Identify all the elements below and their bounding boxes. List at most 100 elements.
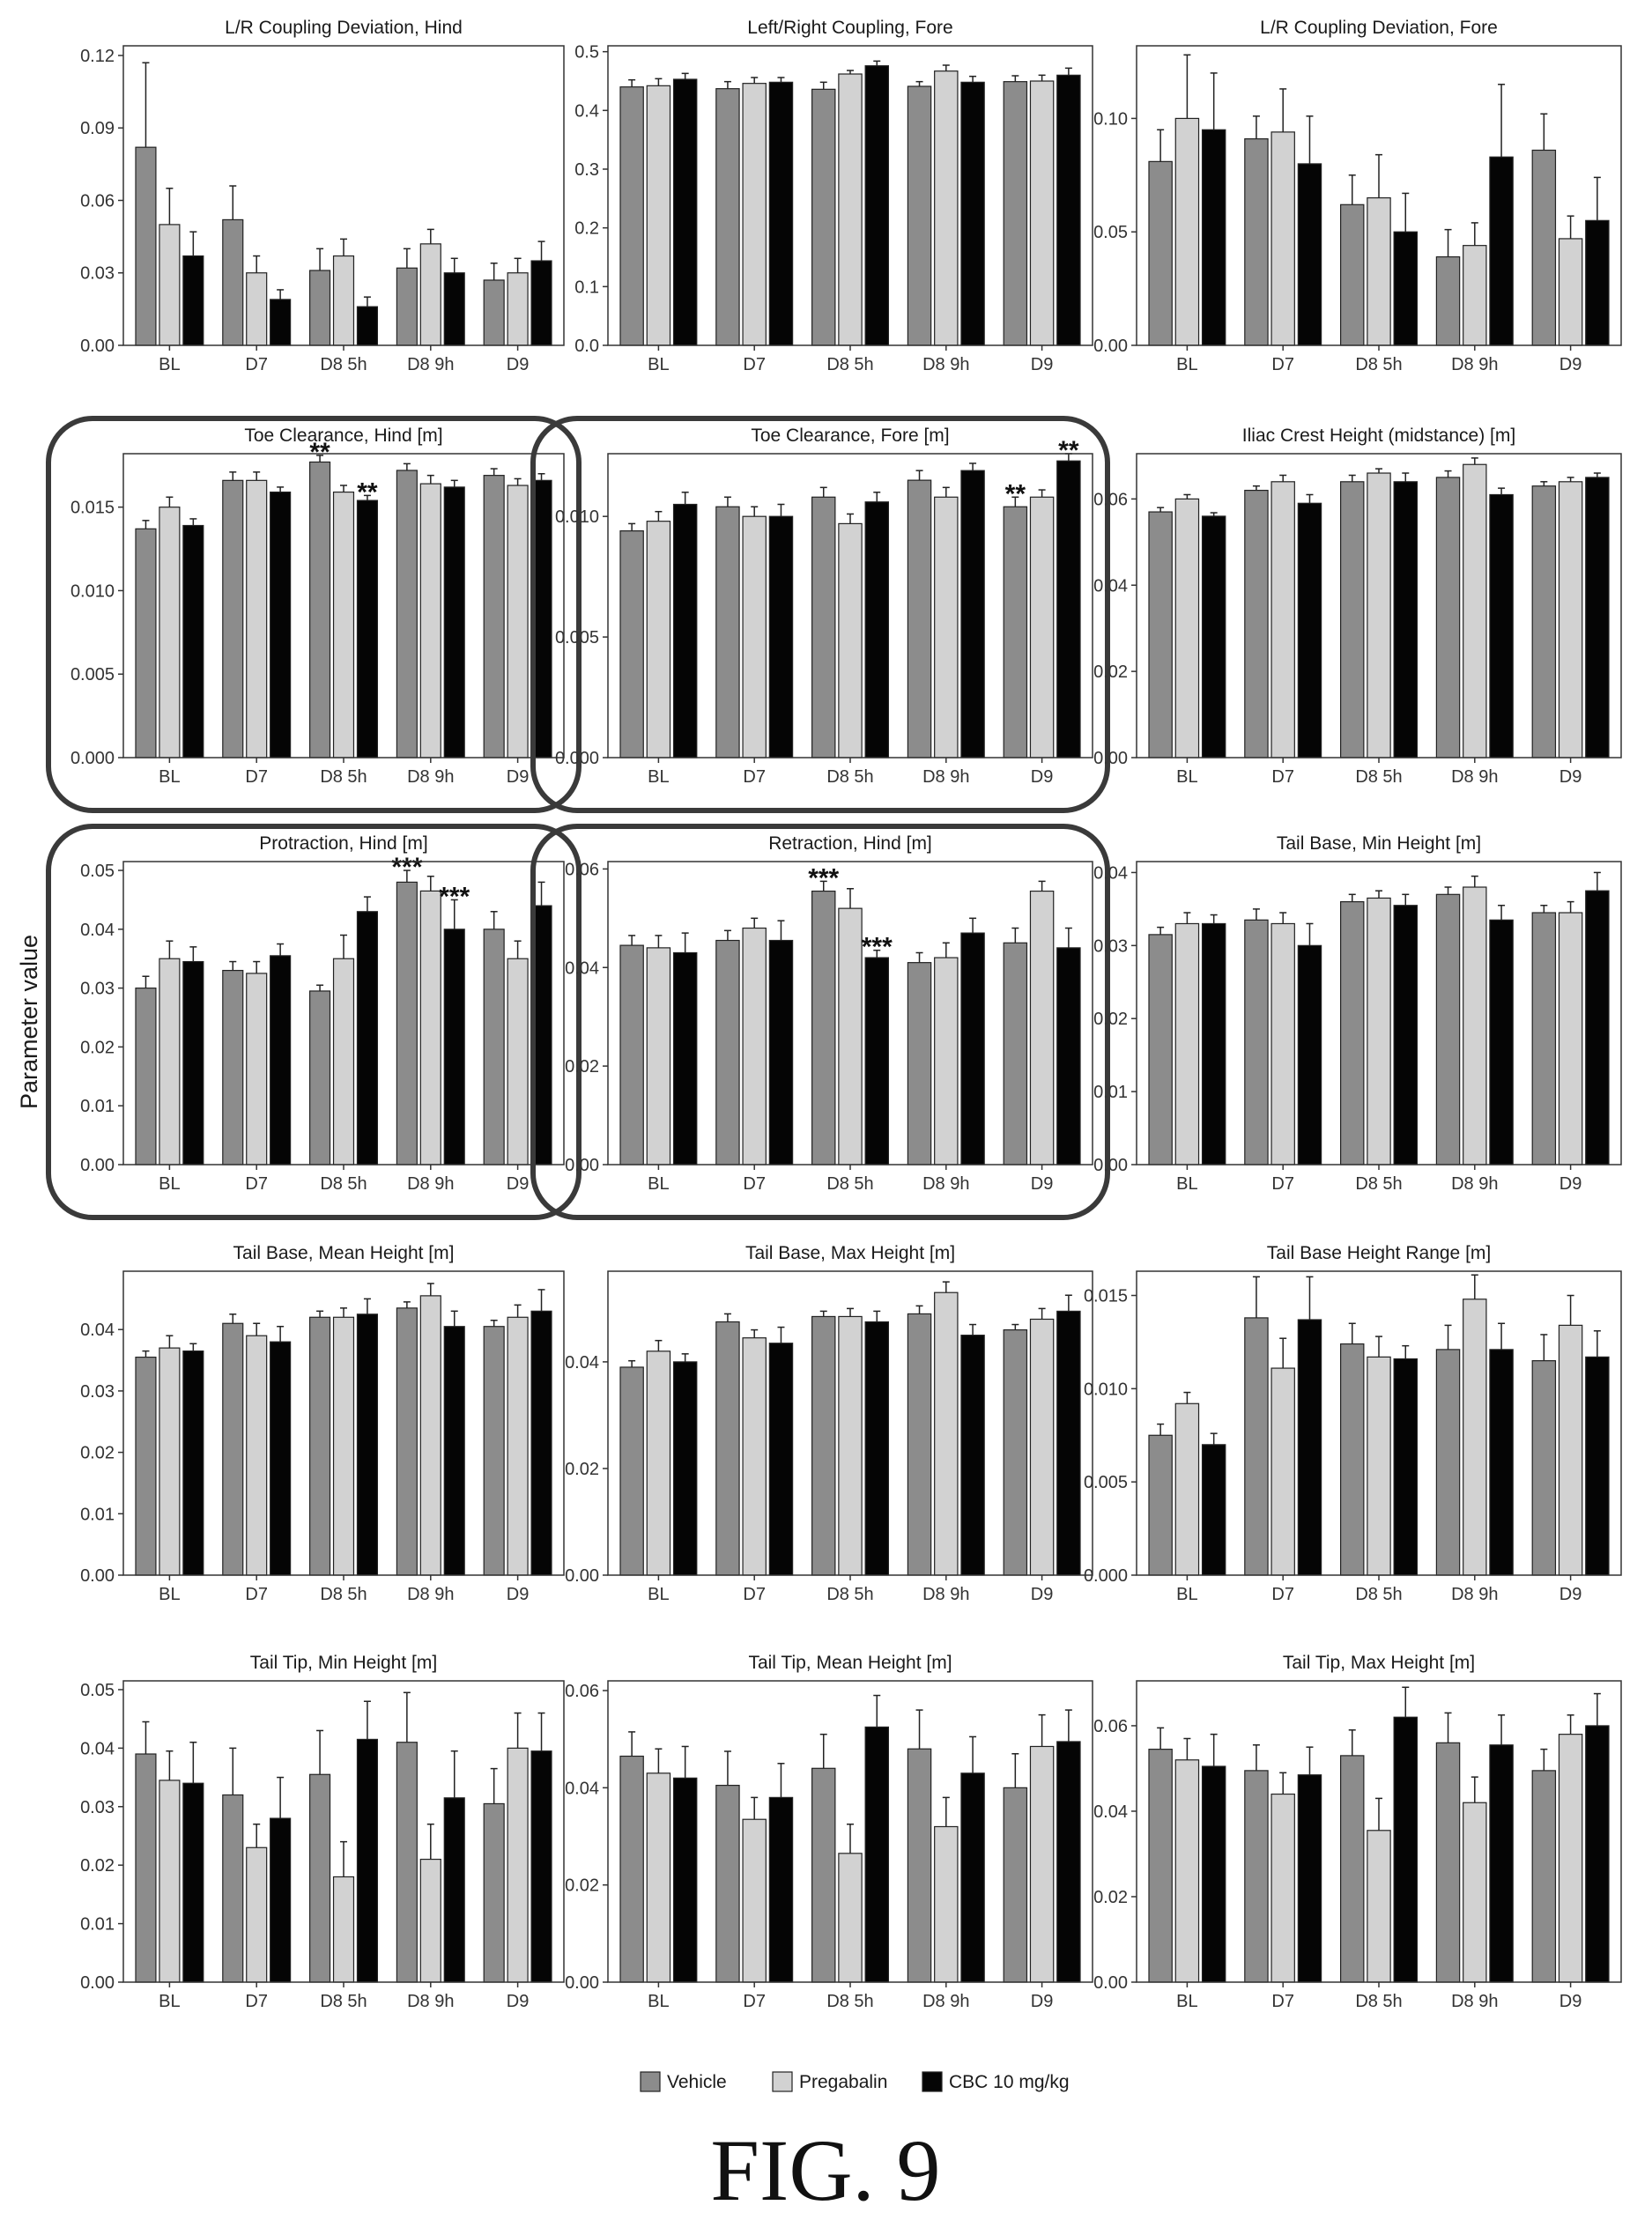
bar [507, 485, 529, 758]
bar [483, 279, 505, 346]
bar [838, 73, 863, 346]
bar [483, 1326, 505, 1576]
bar [1056, 460, 1081, 758]
chart-panel: L/R Coupling Deviation, Fore 0.00 0.05 0.10… [1093, 18, 1622, 374]
plot-frame [607, 453, 1093, 758]
y-tick-label: 0.1 [574, 278, 599, 297]
bar [309, 270, 331, 346]
bar [1003, 506, 1028, 758]
plot-frame [122, 1680, 565, 1983]
y-tick-label: 0.12 [80, 47, 115, 66]
y-tick-label: 0.010 [70, 581, 115, 601]
bar [1531, 912, 1557, 1166]
highlight-frame [46, 416, 582, 813]
bar [309, 461, 331, 758]
y-tick-label: 0.3 [574, 160, 599, 180]
bar [907, 479, 932, 758]
bar [396, 267, 418, 346]
x-tick-label: D8 5h [826, 1992, 873, 2011]
bar [715, 506, 740, 758]
legend-label: CBC 10 mg/kg [949, 2072, 1070, 2092]
bar [1393, 481, 1418, 758]
bar [309, 1316, 331, 1576]
bar [1463, 886, 1487, 1166]
y-tick-label: 0.03 [80, 1798, 115, 1817]
y-tick-label: 0.00 [80, 1156, 115, 1175]
y-tick-label: 0.5 [574, 43, 599, 63]
bar [672, 503, 698, 758]
y-tick-label: 0.02 [565, 1876, 599, 1896]
bar [646, 85, 671, 346]
highlight-frame [530, 824, 1110, 1220]
bar [530, 1310, 552, 1576]
panel-title: Toe Clearance, Fore [m] [751, 426, 949, 446]
y-tick-label: 0.00 [1093, 337, 1128, 356]
y-tick-label: 0.04 [565, 1353, 599, 1373]
bar [838, 522, 863, 758]
x-tick-label: D9 [1031, 355, 1054, 374]
bar [1558, 238, 1583, 346]
x-tick-label: BL [648, 767, 669, 787]
y-tick-label: 0.01 [80, 1505, 115, 1524]
bar [864, 65, 890, 346]
bar [356, 306, 379, 346]
bar [646, 521, 671, 758]
bar [1244, 489, 1269, 758]
bar [672, 1777, 698, 1983]
bar [1148, 511, 1173, 758]
bar [332, 491, 355, 758]
significance-marker: ** [1058, 436, 1079, 465]
bar [507, 958, 529, 1166]
x-tick-label: D7 [743, 767, 766, 787]
x-tick-label: BL [1176, 767, 1197, 787]
bar [246, 479, 268, 758]
y-tick-label: 0.000 [555, 749, 599, 768]
panel-title: Left/Right Coupling, Fore [747, 18, 952, 38]
bar [1367, 1830, 1391, 1983]
bar [1148, 1749, 1173, 1983]
bar [934, 70, 959, 346]
y-tick-label: 0.04 [565, 958, 599, 978]
x-tick-label: BL [159, 767, 180, 787]
y-tick-label: 0.04 [80, 1321, 115, 1340]
panel-title: Tail Tip, Min Height [m] [250, 1653, 437, 1673]
bar [907, 1748, 932, 1983]
bar [1056, 1741, 1081, 1983]
y-tick-label: 0.06 [565, 1682, 599, 1701]
bar [1201, 1765, 1226, 1983]
bar [182, 960, 204, 1166]
y-tick-label: 0.03 [1093, 936, 1128, 956]
x-tick-label: D8 5h [826, 355, 873, 374]
bar [443, 1326, 465, 1576]
highlight-frame [46, 824, 582, 1220]
x-tick-label: D8 5h [320, 1585, 367, 1604]
significance-marker: *** [808, 863, 839, 892]
x-tick-label: BL [648, 355, 669, 374]
bar [1003, 1787, 1028, 1983]
bar [768, 81, 794, 346]
bar [1339, 900, 1365, 1166]
bar [483, 929, 505, 1166]
bar [960, 81, 985, 346]
x-tick-label: D7 [1271, 767, 1294, 787]
bar [1339, 1755, 1365, 1983]
plot-frame [122, 1270, 565, 1576]
bar [1056, 947, 1081, 1166]
chart-panel: Tail Tip, Max Height [m] 0.00 0.02 0.04 0.06… [1093, 1653, 1622, 2011]
chart-panel: Tail Base Height Range [m] 0.000 0.005 0.01… [1084, 1243, 1622, 1604]
bar [1270, 1793, 1295, 1983]
bar [672, 951, 698, 1166]
x-tick-label: D8 9h [1451, 1174, 1498, 1194]
panel-title: L/R Coupling Deviation, Hind [225, 18, 463, 38]
y-tick-label: 0.010 [1084, 1380, 1128, 1399]
y-tick-label: 0.000 [70, 749, 115, 768]
bar [1029, 1745, 1055, 1983]
bar [356, 1314, 379, 1576]
y-tick-label: 0.005 [70, 665, 115, 684]
bar [768, 1343, 794, 1576]
x-tick-label: BL [648, 1585, 669, 1604]
bar [1003, 942, 1028, 1166]
bar [1244, 1770, 1269, 1983]
bar [1558, 1734, 1583, 1983]
x-tick-label: BL [159, 1174, 180, 1194]
